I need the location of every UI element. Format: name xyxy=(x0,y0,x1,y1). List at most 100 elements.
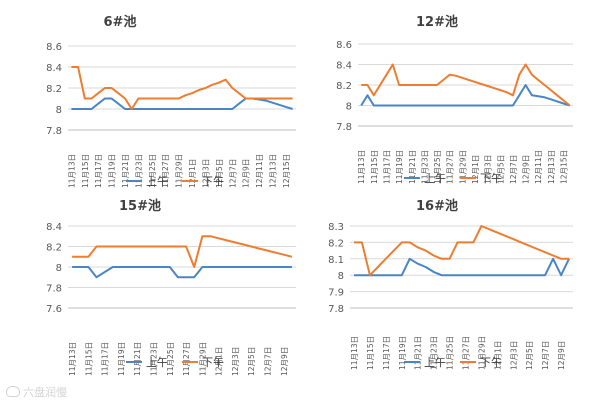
x-tick-label: 11月27日 xyxy=(182,342,191,376)
data-point xyxy=(480,105,482,107)
data-point xyxy=(144,98,146,100)
data-point xyxy=(104,87,106,89)
data-point xyxy=(161,266,163,268)
x-tick-label: 12月1日 xyxy=(493,341,502,370)
data-point xyxy=(238,103,240,105)
x-tick-label: 11月19日 xyxy=(117,342,126,376)
x-tick-label: 11月19日 xyxy=(398,336,407,370)
data-point xyxy=(291,266,293,268)
data-point xyxy=(226,239,228,241)
data-point xyxy=(153,246,155,248)
data-point xyxy=(136,246,138,248)
data-point xyxy=(184,108,186,110)
data-point xyxy=(411,84,413,86)
data-point xyxy=(537,95,539,97)
data-point xyxy=(520,274,522,276)
x-tick-label: 12月11日 xyxy=(534,150,543,184)
x-tick-label: 12月9日 xyxy=(522,155,531,184)
data-point xyxy=(84,98,86,100)
x-tick-label: 12月1日 xyxy=(188,159,197,188)
data-point xyxy=(242,266,244,268)
x-tick-label: 12月9日 xyxy=(242,159,251,188)
data-point xyxy=(536,274,538,276)
data-point xyxy=(385,74,387,76)
legend-label: 上午 xyxy=(424,172,446,185)
data-point xyxy=(291,256,293,258)
data-point xyxy=(131,108,133,110)
data-point xyxy=(211,108,213,110)
data-point xyxy=(151,98,153,100)
data-point xyxy=(193,266,195,268)
x-tick-label: 12月13日 xyxy=(269,154,278,188)
y-tick-label: 8.2 xyxy=(328,238,344,249)
x-tick-label: 11月21日 xyxy=(408,150,417,184)
data-point xyxy=(556,100,558,102)
data-point xyxy=(423,84,425,86)
x-tick-label: 11月29日 xyxy=(198,342,207,376)
x-tick-label: 11月17日 xyxy=(382,150,391,184)
data-point xyxy=(449,258,451,260)
chart-title: 15#池 xyxy=(119,198,161,214)
series-line-am xyxy=(360,84,571,107)
data-point xyxy=(158,108,160,110)
x-tick-label: 12月15日 xyxy=(560,150,569,184)
x-tick-label: 11月25日 xyxy=(148,154,157,188)
data-point xyxy=(373,105,375,107)
data-point xyxy=(204,108,206,110)
data-point xyxy=(184,94,186,96)
data-point xyxy=(250,266,252,268)
data-point xyxy=(120,246,122,248)
data-point xyxy=(525,84,527,86)
legend-label: 下午 xyxy=(202,175,224,188)
data-point xyxy=(504,274,506,276)
data-point xyxy=(398,84,400,86)
data-point xyxy=(520,241,522,243)
x-tick-label: 12月5日 xyxy=(525,341,534,370)
data-point xyxy=(449,74,451,76)
data-point xyxy=(552,255,554,257)
x-tick-label: 11月23日 xyxy=(430,336,439,370)
data-point xyxy=(285,106,287,108)
data-point xyxy=(449,105,451,107)
watermark-text: 六盘润慢 xyxy=(23,386,67,399)
legend-label: 下午 xyxy=(202,356,224,369)
data-point xyxy=(487,105,489,107)
x-tick-label: 12月3日 xyxy=(484,155,493,184)
x-tick-label: 12月3日 xyxy=(509,341,518,370)
data-point xyxy=(124,98,126,100)
data-point xyxy=(161,246,163,248)
x-tick-label: 11月29日 xyxy=(175,154,184,188)
data-point xyxy=(275,266,277,268)
data-point xyxy=(204,87,206,89)
data-point xyxy=(251,98,253,100)
x-tick-label: 11月27日 xyxy=(461,336,470,370)
data-point xyxy=(493,87,495,89)
data-point xyxy=(518,94,520,96)
data-point xyxy=(158,98,160,100)
legend-label: 下午 xyxy=(480,172,502,185)
data-point xyxy=(238,92,240,94)
data-point xyxy=(144,266,146,268)
data-point xyxy=(128,246,130,248)
data-point xyxy=(373,94,375,96)
y-tick-label: 8 xyxy=(338,271,344,282)
chart-panel-1: 6#池 7.8 8 8.2 8.4 8.6 11月13日 11月15日 11月17日 11月19日… xyxy=(46,14,296,188)
data-point xyxy=(178,108,180,110)
legend-label: 上午 xyxy=(424,356,446,369)
chart-title: 16#池 xyxy=(416,198,458,214)
data-point xyxy=(193,276,195,278)
x-tick-label: 11月15日 xyxy=(84,342,93,376)
data-point xyxy=(137,98,139,100)
data-point xyxy=(537,79,539,81)
x-tick-label: 11月13日 xyxy=(67,154,76,188)
x-tick-label: 12月5日 xyxy=(247,347,256,376)
y-tick-label: 8.4 xyxy=(46,63,62,74)
data-point xyxy=(496,232,498,234)
series-line-pm xyxy=(361,63,571,107)
data-point xyxy=(191,108,193,110)
x-tick-label: 11月21日 xyxy=(414,336,423,370)
y-tick-label: 8 xyxy=(346,102,352,113)
x-tick-label: 12月1日 xyxy=(215,347,224,376)
data-point xyxy=(361,241,363,243)
data-point xyxy=(442,105,444,107)
